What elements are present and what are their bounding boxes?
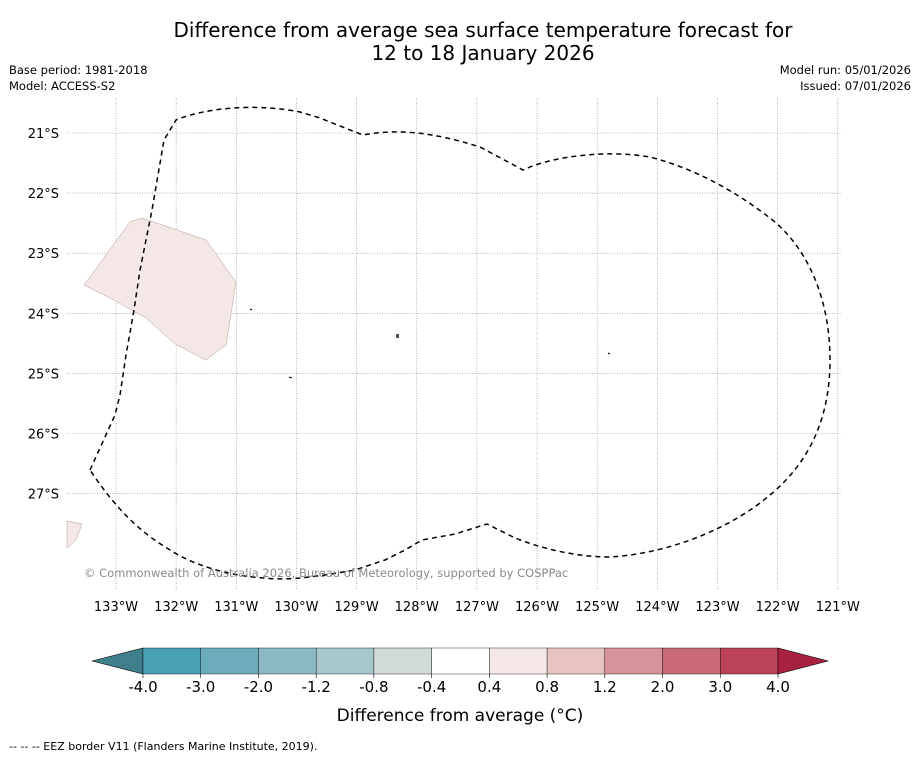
title-line-1: Difference from average sea surface temp… (173, 18, 793, 42)
anomaly-region-corner (66, 520, 83, 549)
eez-border (89, 106, 831, 580)
island-marker (396, 334, 399, 338)
longitude-label: 132°W (154, 600, 198, 615)
colorbar-bin (373, 647, 432, 675)
colorbar-label: Difference from average (°C) (337, 706, 584, 726)
longitude-label: 127°W (455, 600, 499, 615)
latitude-label: 21°S (28, 127, 59, 142)
colorbar-tick-label: -0.4 (417, 678, 446, 696)
longitude-label: 131°W (214, 600, 258, 615)
model-run: Model run: 05/01/2026 (779, 63, 911, 77)
colorbar-bin (489, 647, 548, 675)
longitude-label: 121°W (816, 600, 860, 615)
chart-title: Difference from average sea surface temp… (0, 19, 919, 65)
colorbar-max-arrow (777, 647, 830, 675)
model-name: Model: ACCESS-S2 (9, 79, 116, 93)
colorbar-tick-label: 1.2 (593, 678, 617, 696)
colorbar-tick-label: -0.8 (359, 678, 388, 696)
colorbar-tick-label: 2.0 (651, 678, 675, 696)
longitude-label: 124°W (635, 600, 679, 615)
latitude-label: 22°S (28, 187, 59, 202)
longitude-label: 130°W (274, 600, 318, 615)
anomaly-region-warm (83, 217, 237, 361)
longitude-label: 125°W (575, 600, 619, 615)
meta-right: Model run: 05/01/2026 Issued: 07/01/2026 (780, 62, 911, 94)
colorbar-tick-label: 3.0 (708, 678, 732, 696)
latitude-label: 26°S (28, 428, 59, 443)
colorbar-tick-labels: -4.0 -3.0 -2.0 -1.2 -0.8 -0.4 0.4 0.8 1.2 2.0 3.0 4… (128, 674, 790, 696)
latitude-label: 27°S (28, 488, 59, 503)
base-period: Base period: 1981-2018 (9, 63, 148, 77)
colorbar-bin (200, 647, 259, 675)
colorbar-bin (604, 647, 663, 675)
longitude-label: 126°W (515, 600, 559, 615)
copyright-text: © Commonwealth of Australia 2026, Bureau… (84, 566, 568, 580)
island-marker-small (249, 308, 253, 311)
eez-footnote: -- -- -- EEZ border V11 (Flanders Marine… (9, 740, 318, 753)
colorbar (91, 647, 830, 675)
colorbar-bin (546, 647, 606, 675)
colorbar-bin (662, 647, 721, 675)
meta-left: Base period: 1981-2018 Model: ACCESS-S2 (9, 62, 148, 94)
colorbar-bin (142, 647, 201, 675)
island-marker-small (607, 352, 611, 355)
colorbar-tick-label: 0.4 (477, 678, 501, 696)
colorbar-tick-label: -1.2 (302, 678, 331, 696)
colorbar-tick-label: -4.0 (128, 678, 157, 696)
longitude-label: 129°W (335, 600, 379, 615)
colorbar-bin (315, 647, 375, 675)
issued-date: Issued: 07/01/2026 (800, 79, 911, 93)
longitude-label: 128°W (395, 600, 439, 615)
island-marker-small (288, 376, 293, 379)
colorbar-bin (258, 647, 317, 675)
colorbar-tick-label: -2.0 (244, 678, 273, 696)
colorbar-bin (431, 647, 490, 675)
latitude-labels: 21°S 22°S 23°S 24°S 25°S 26°S 27°S (28, 127, 59, 503)
longitude-label: 122°W (756, 600, 800, 615)
colorbar-tick-label: 4.0 (766, 678, 790, 696)
longitude-labels: 133°W 132°W 131°W 130°W 129°W 128°W 127°W 126°W… (94, 600, 860, 615)
longitude-label: 133°W (94, 600, 138, 615)
colorbar-bin (720, 647, 779, 675)
title-line-2: 12 to 18 January 2026 (371, 41, 595, 65)
colorbar-tick-label: -3.0 (186, 678, 215, 696)
latitude-label: 25°S (28, 367, 59, 382)
longitude-label: 123°W (695, 600, 739, 615)
colorbar-tick-label: 0.8 (535, 678, 559, 696)
colorbar-min-arrow (91, 647, 144, 675)
latitude-label: 24°S (28, 307, 59, 322)
latitude-label: 23°S (28, 247, 59, 262)
graticule (67, 98, 842, 590)
